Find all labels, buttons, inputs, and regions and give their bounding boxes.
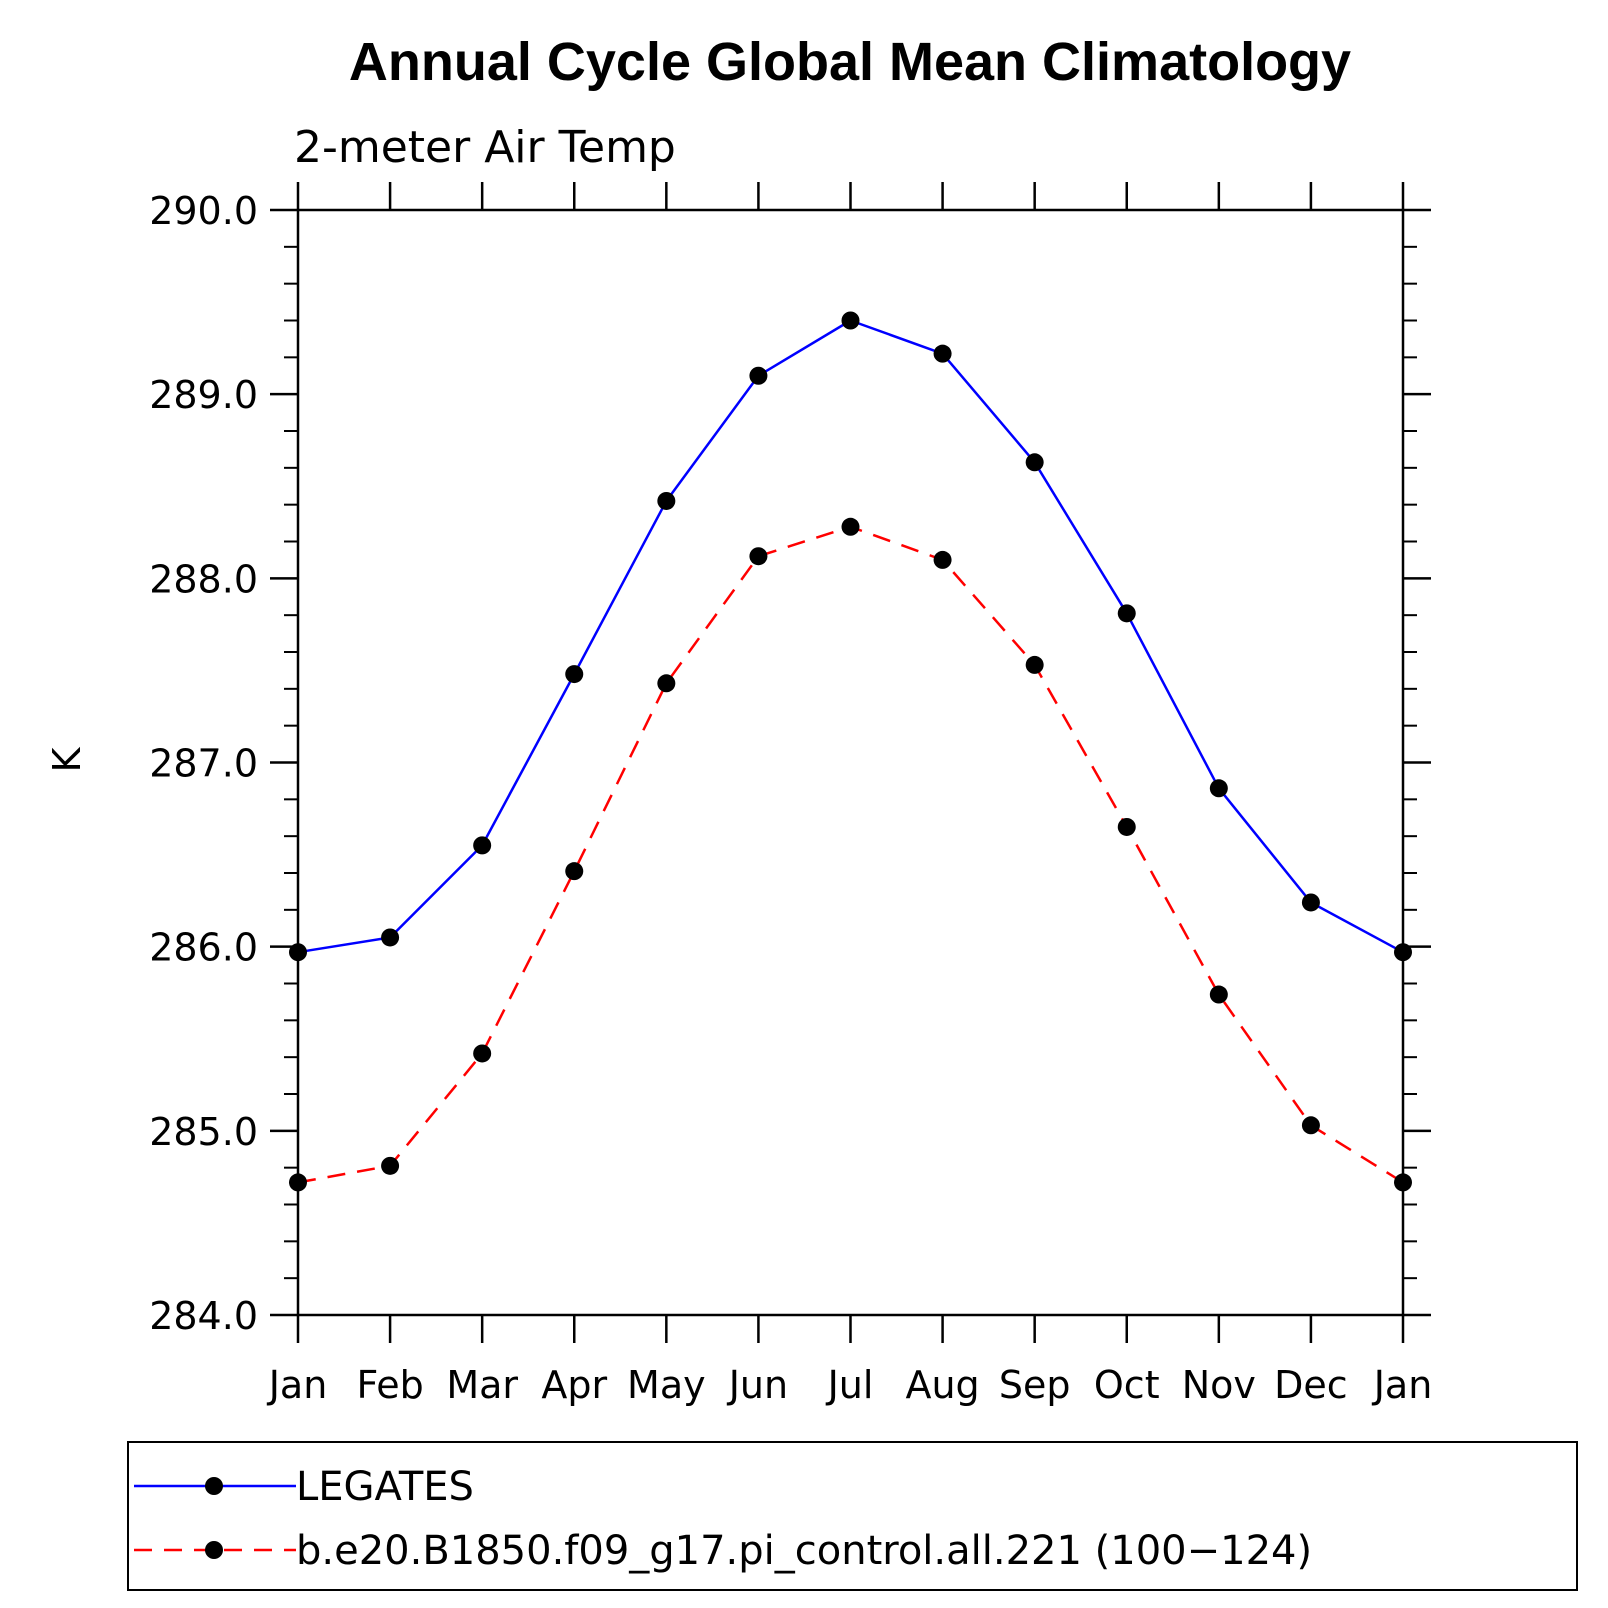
series-1-point	[1209, 985, 1228, 1004]
x-tick-label: Jun	[727, 1363, 788, 1407]
y-tick-label: 289.0	[149, 373, 258, 417]
x-tick-label: Jul	[826, 1363, 874, 1407]
x-tick-label: Oct	[1094, 1363, 1160, 1407]
series-1-point	[749, 547, 768, 566]
series-1-point	[933, 550, 952, 569]
x-tick-label: May	[627, 1363, 706, 1407]
series-1-point	[1394, 1173, 1412, 1192]
y-axis-label: K	[45, 746, 89, 772]
x-tick-label: Sep	[999, 1363, 1071, 1407]
series-1-point	[473, 1044, 492, 1063]
legend-box	[127, 1441, 1578, 1591]
plot-series	[289, 311, 1412, 1192]
series-1-point	[289, 1173, 307, 1192]
y-tick-label: 287.0	[149, 742, 258, 786]
series-0-point	[841, 311, 860, 330]
axes: 284.0 285.0 286.0 287.0 288.0 289.0 290.0 Jan Fe…	[149, 182, 1432, 1407]
y-tick-label: 288.0	[149, 557, 258, 601]
series-0-point	[381, 928, 400, 947]
series-1-point	[657, 674, 676, 693]
series-0-point	[657, 491, 676, 510]
x-tick-label: Mar	[446, 1363, 518, 1407]
series-0-point	[1209, 779, 1228, 798]
series-0-point	[1394, 943, 1412, 962]
series-line-0	[297, 319, 1404, 954]
series-0-point	[1025, 453, 1044, 472]
y-tick-label: 285.0	[149, 1110, 258, 1154]
x-tick-label: Aug	[905, 1363, 979, 1407]
y-tick-label: 290.0	[149, 189, 258, 233]
x-tick-label: Apr	[541, 1363, 607, 1407]
plot-frame	[296, 208, 1405, 1317]
x-tick-label: Jan	[1372, 1363, 1433, 1407]
series-1-point	[1025, 655, 1044, 674]
series-0-point	[1117, 604, 1136, 623]
series-0-point	[473, 836, 492, 855]
y-tick-label: 284.0	[149, 1294, 258, 1338]
legend-label-legates: LEGATES	[296, 1464, 474, 1510]
series-1-point	[841, 517, 860, 536]
chart-subtitle: 2-meter Air Temp	[294, 122, 676, 173]
series-0-point	[565, 665, 584, 684]
x-tick-label: Feb	[356, 1363, 423, 1407]
series-1-point	[1301, 1116, 1320, 1135]
series-line-1	[297, 525, 1404, 1184]
legend-entry-legates: LEGATES	[134, 1464, 474, 1510]
legend-entry-model: b.e20.B1850.f09_g17.pi_control.all.221 (…	[134, 1528, 1312, 1574]
series-0-point	[749, 366, 768, 385]
series-0-point	[933, 344, 952, 363]
legend-marker-legates	[205, 1477, 223, 1495]
x-tick-label: Jan	[267, 1363, 328, 1407]
x-tick-label: Dec	[1274, 1363, 1348, 1407]
chart-title: Annual Cycle Global Mean Climatology	[349, 32, 1351, 92]
legend-label-model: b.e20.B1850.f09_g17.pi_control.all.221 (…	[296, 1528, 1312, 1574]
series-0-point	[1301, 893, 1320, 912]
x-tick-label: Nov	[1182, 1363, 1256, 1407]
series-1-point	[381, 1156, 400, 1175]
series-1-point	[565, 862, 584, 881]
legend-marker-model	[205, 1541, 223, 1559]
series-1-point	[1117, 817, 1136, 836]
y-tick-label: 286.0	[149, 926, 258, 970]
series-0-point	[289, 943, 307, 962]
